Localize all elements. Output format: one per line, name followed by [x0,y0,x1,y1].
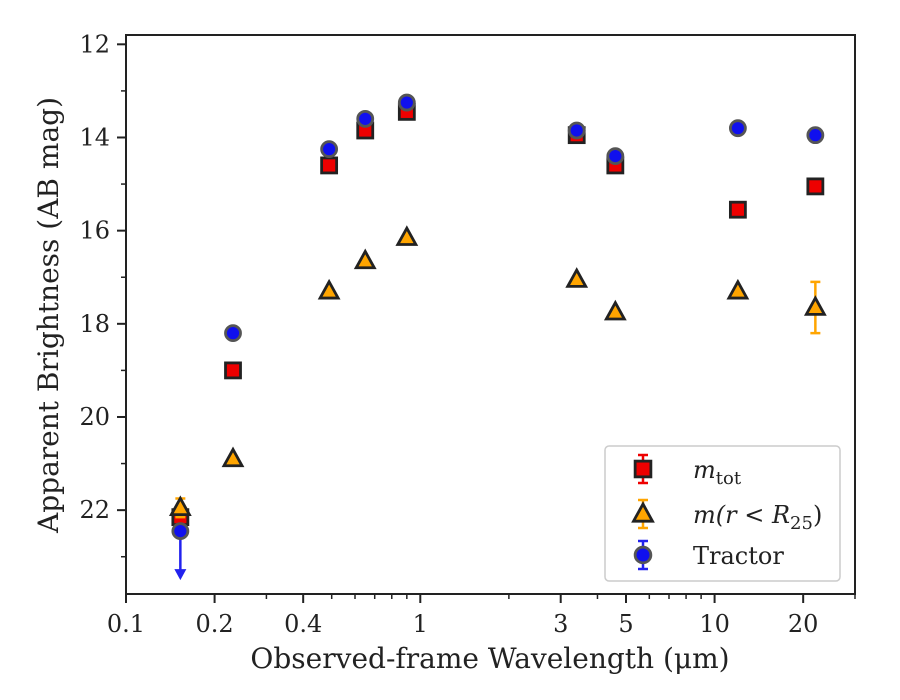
y-tick-label: 16 [79,217,110,245]
legend-marker [633,545,653,565]
m-r25-point [726,278,750,300]
legend-entry-tractor: Tractor [633,539,784,571]
legend-label: mtot [693,456,742,489]
tractor-point [606,147,625,166]
legend-entry-m-tot: mtot [633,453,742,489]
m-tot-point [806,177,825,196]
x-tick-label: 0.1 [107,610,145,638]
y-tick-label: 22 [79,496,110,524]
tractor-point [567,121,586,140]
x-tick-label: 10 [699,610,730,638]
legend-box [604,445,841,582]
legend-marker [631,501,655,523]
x-tick-label: 20 [788,610,819,638]
m-r25-point [803,295,827,316]
tractor-point [728,119,747,138]
m-r25-point [221,446,245,468]
series-m-r25 [168,225,827,519]
m-r25-point [565,267,589,288]
y-tick-label: 20 [79,403,110,431]
tractor-point [356,109,375,128]
m-r25-point [168,495,192,517]
plot-frame [125,34,856,595]
m-tot-point [224,361,242,380]
legend-entry-m-r25: m(r < R25) [631,498,822,534]
m-r25-point [317,278,341,300]
x-tick-label: 0.4 [284,610,322,638]
y-axis-label: Apparent Brightness (AB mag) [32,97,65,534]
legend-label: m(r < R25) [693,501,822,534]
m-tot-point [320,156,339,175]
y-tick-label: 14 [79,123,110,151]
y-tick-label: 12 [79,30,110,58]
legend-label: Tractor [693,542,784,570]
x-axis-label: Observed-frame Wavelength (μm) [250,642,729,675]
x-axis: 0.1 0.2 0.4 1 3 5 10 20 [107,594,856,638]
x-tick-label: 1 [413,610,428,638]
tractor-point [224,324,242,343]
m-r25-point [395,225,419,246]
legend: mtot m(r < R25) Tractor [604,445,841,582]
tractor-point [171,522,190,541]
legend-marker [633,459,653,479]
tractor-point [320,140,339,159]
y-tick-label: 18 [79,310,110,338]
plot-area [168,93,827,581]
upper-limit-arrowhead [174,569,187,581]
tractor-point [397,93,416,112]
m-r25-point [603,299,627,321]
x-tick-label: 3 [553,610,568,638]
y-axis: 12 14 16 18 20 22 [79,30,126,558]
series-tractor [171,93,825,581]
m-tot-point [728,200,747,219]
x-tick-label: 5 [618,610,633,638]
m-r25-point [353,248,377,270]
x-tick-label: 0.2 [196,610,234,638]
tractor-point [806,126,825,145]
